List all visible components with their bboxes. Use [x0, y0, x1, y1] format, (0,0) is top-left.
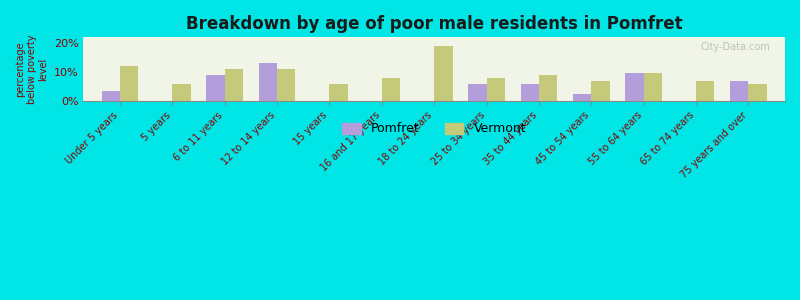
Bar — [382, 78, 400, 101]
Bar — [539, 75, 558, 101]
Bar — [120, 66, 138, 101]
Bar — [172, 84, 190, 101]
Title: Breakdown by age of poor male residents in Pomfret: Breakdown by age of poor male residents … — [186, 15, 682, 33]
Bar — [102, 91, 120, 101]
Bar — [521, 84, 539, 101]
Bar — [626, 74, 644, 101]
Bar — [591, 81, 610, 101]
Bar — [486, 78, 505, 101]
Bar — [258, 63, 277, 101]
Bar — [330, 84, 348, 101]
Bar — [206, 75, 225, 101]
Text: City-Data.com: City-Data.com — [701, 42, 770, 52]
Bar — [644, 74, 662, 101]
Bar — [225, 69, 243, 101]
Bar — [730, 81, 748, 101]
Bar — [573, 94, 591, 101]
Bar — [434, 46, 453, 101]
Bar — [468, 84, 486, 101]
Y-axis label: percentage
below poverty
level: percentage below poverty level — [15, 34, 48, 104]
Legend: Pomfret, Vermont: Pomfret, Vermont — [338, 118, 531, 140]
Bar — [696, 81, 714, 101]
Bar — [748, 84, 766, 101]
Bar — [277, 69, 295, 101]
